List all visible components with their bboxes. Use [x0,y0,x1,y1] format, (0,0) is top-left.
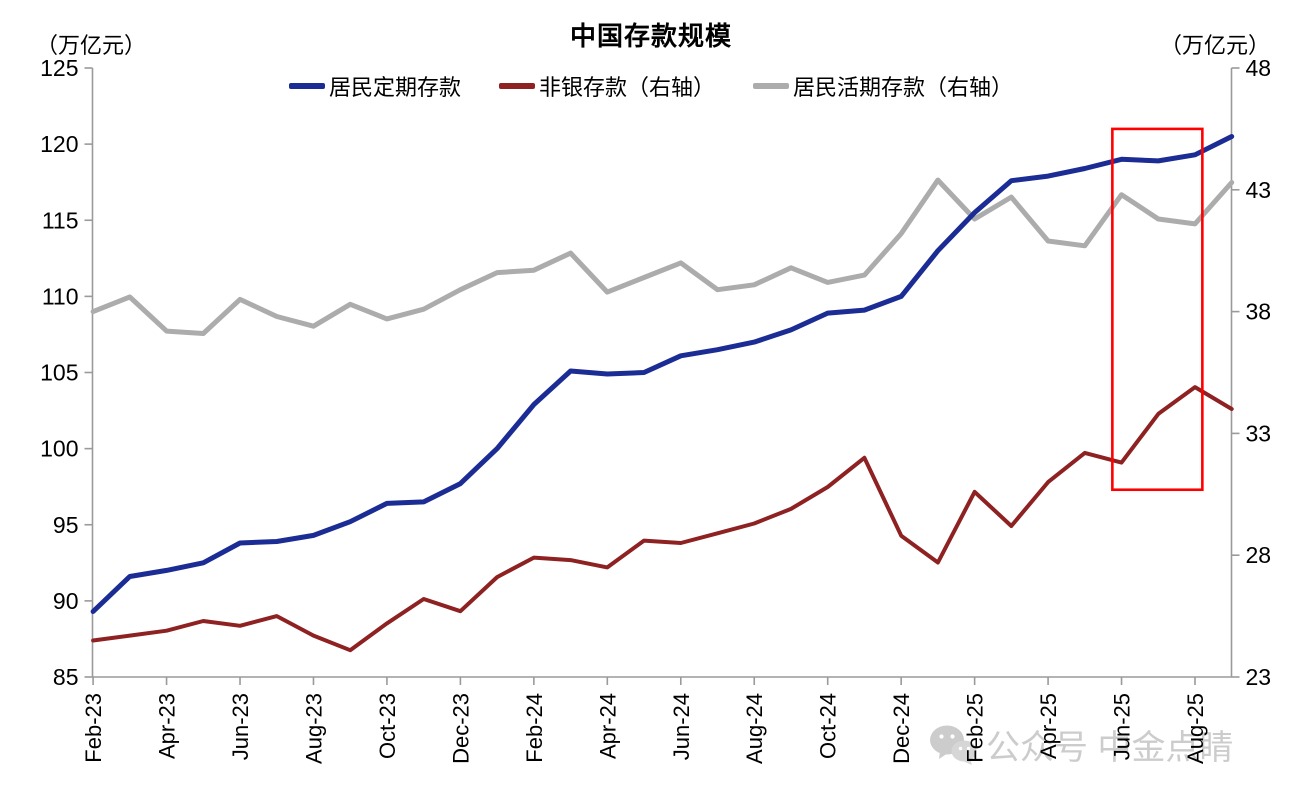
chart-title: 中国存款规模 [569,21,732,51]
legend-swatch [498,83,535,89]
right-tick-label: 23 [1246,664,1272,690]
x-tick-label: Feb-25 [963,693,988,763]
x-tick-label: Feb-23 [81,693,106,763]
left-tick-label: 105 [40,360,78,386]
x-tick-label: Oct-24 [816,693,841,759]
right-tick-label: 28 [1246,542,1272,568]
x-tick-label: Jun-25 [1110,693,1135,760]
left-tick-label: 95 [53,512,79,538]
right-tick-label: 38 [1246,299,1272,325]
x-tick-label: Feb-24 [522,693,547,763]
series-line-2 [90,177,1235,336]
x-tick-label: Dec-23 [448,693,473,764]
x-tick-label: Apr-24 [595,693,620,759]
right-tick-label: 48 [1246,55,1272,81]
right-axis-unit-label: （万亿元） [1159,33,1270,58]
legend: 居民定期存款 非银存款（右轴） 居民活期存款（右轴） [0,70,1302,102]
legend-item-2: 居民活期存款（右轴） [753,70,1013,102]
highlight-box [1111,127,1204,492]
right-tick-label: 33 [1246,420,1272,446]
x-tick-label: Aug-24 [742,693,767,764]
x-tick-label: Jun-23 [228,693,253,760]
left-tick-label: 110 [42,283,79,309]
left-tick-label: 90 [53,588,79,614]
left-tick-label: 120 [40,131,78,157]
legend-swatch [288,83,325,89]
x-tick-label: Apr-25 [1036,693,1061,759]
x-tick-label: Dec-24 [889,693,914,764]
left-tick-label: 125 [40,55,78,81]
wechat-icon [930,725,977,765]
legend-item-1: 非银存款（右轴） [498,70,715,102]
watermark-text: 公众号 中金点睛 [986,729,1234,767]
x-tick-label: Aug-25 [1183,693,1208,764]
legend-label: 居民活期存款（右轴） [793,75,1014,100]
watermark: 公众号 中金点睛 [928,720,1233,769]
series-line-1 [91,385,1234,653]
left-axis-unit-label: （万亿元） [36,33,147,58]
legend-swatch [753,83,789,89]
right-tick-label: 43 [1246,177,1272,203]
left-tick-label: 100 [40,436,78,462]
series-line-0 [90,134,1235,614]
x-tick-label: Jun-24 [669,693,694,760]
x-tick-label: Oct-23 [375,693,400,759]
x-tick-label: Apr-23 [155,693,180,759]
legend-label: 非银存款（右轴） [538,75,715,100]
left-tick-label: 115 [42,207,79,233]
left-tick-label: 85 [53,664,79,690]
legend-label: 居民定期存款 [328,75,461,100]
x-tick-label: Aug-23 [301,693,326,764]
legend-item-0: 居民定期存款 [288,70,461,102]
